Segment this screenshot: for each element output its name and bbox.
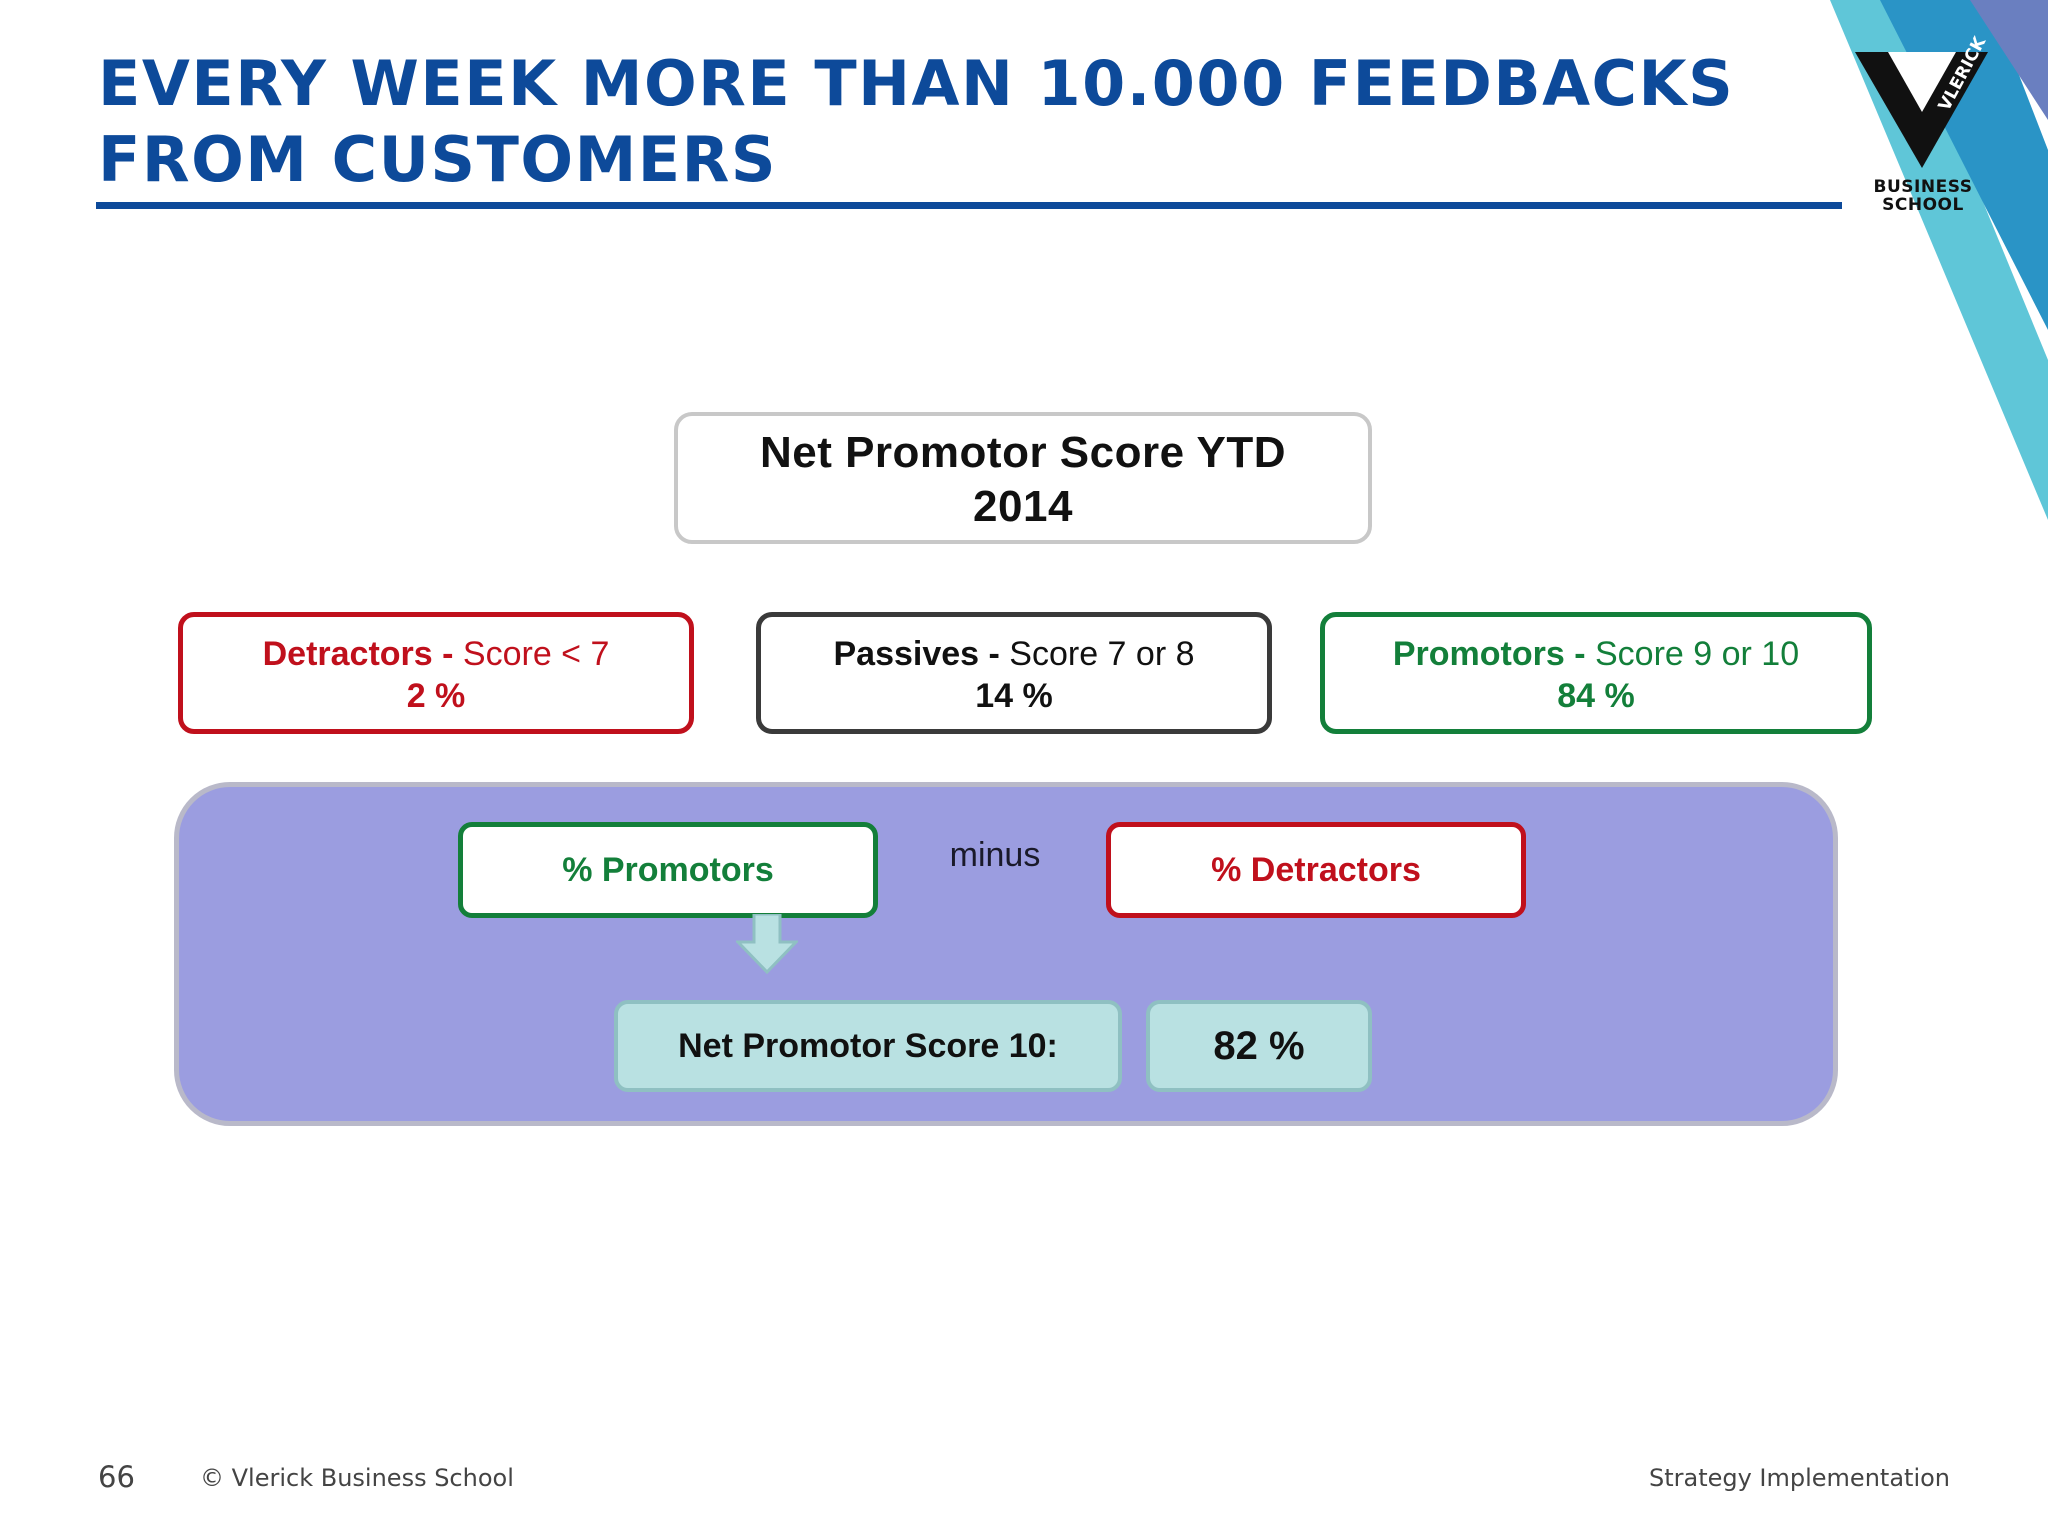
footer-course-title: Strategy Implementation bbox=[1648, 1464, 1950, 1492]
detractors-label: Detractors bbox=[262, 635, 433, 673]
detractors-rule: Score < 7 bbox=[462, 635, 610, 673]
detractors-box: Detractors - Score < 7 2 % bbox=[178, 612, 694, 734]
page-number: 66 bbox=[98, 1460, 135, 1494]
slide-title: EVERY WEEK MORE THAN 10.000 FEEDBACKS FR… bbox=[98, 46, 1798, 198]
nps-result-value: 82 % bbox=[1146, 1000, 1372, 1092]
passives-label: Passives bbox=[833, 635, 980, 673]
logo-school-name: BUSINESS SCHOOL bbox=[1858, 178, 1988, 214]
title-line-1: EVERY WEEK MORE THAN 10.000 FEEDBACKS bbox=[98, 47, 1735, 120]
percent-detractors-box: % Detractors bbox=[1106, 822, 1526, 918]
nps-title-line-1: Net Promotor Score YTD bbox=[759, 428, 1287, 477]
promotors-rule: Score 9 or 10 bbox=[1595, 635, 1800, 673]
promotors-label: Promotors bbox=[1392, 635, 1565, 673]
nps-result-label: Net Promotor Score 10: bbox=[614, 1000, 1122, 1092]
passives-rule: Score 7 or 8 bbox=[1009, 635, 1195, 673]
promotors-box: Promotors - Score 9 or 10 84 % bbox=[1320, 612, 1872, 734]
promotors-percent: 84 % bbox=[1557, 677, 1635, 715]
minus-operator: minus bbox=[949, 836, 1041, 874]
title-line-2: FROM CUSTOMERS bbox=[98, 123, 778, 196]
nps-title-line-2: 2014 bbox=[973, 482, 1073, 531]
footer-copyright: © Vlerick Business School bbox=[200, 1464, 514, 1492]
percent-promotors-box: % Promotors bbox=[458, 822, 878, 918]
title-underline bbox=[96, 202, 1842, 209]
nps-title-box: Net Promotor Score YTD 2014 bbox=[674, 412, 1372, 544]
logo-name-line-2: SCHOOL bbox=[1882, 195, 1964, 215]
formula-panel bbox=[174, 782, 1838, 1126]
down-arrow-icon bbox=[736, 914, 798, 974]
stripe-dark bbox=[1970, 0, 2048, 120]
passives-box: Passives - Score 7 or 8 14 % bbox=[756, 612, 1272, 734]
detractors-percent: 2 % bbox=[406, 677, 466, 715]
logo-name-line-1: BUSINESS bbox=[1873, 177, 1973, 197]
corner-decoration: VLERICK bbox=[1830, 0, 2048, 520]
stripe-light bbox=[1830, 0, 2048, 520]
passives-percent: 14 % bbox=[975, 677, 1053, 715]
